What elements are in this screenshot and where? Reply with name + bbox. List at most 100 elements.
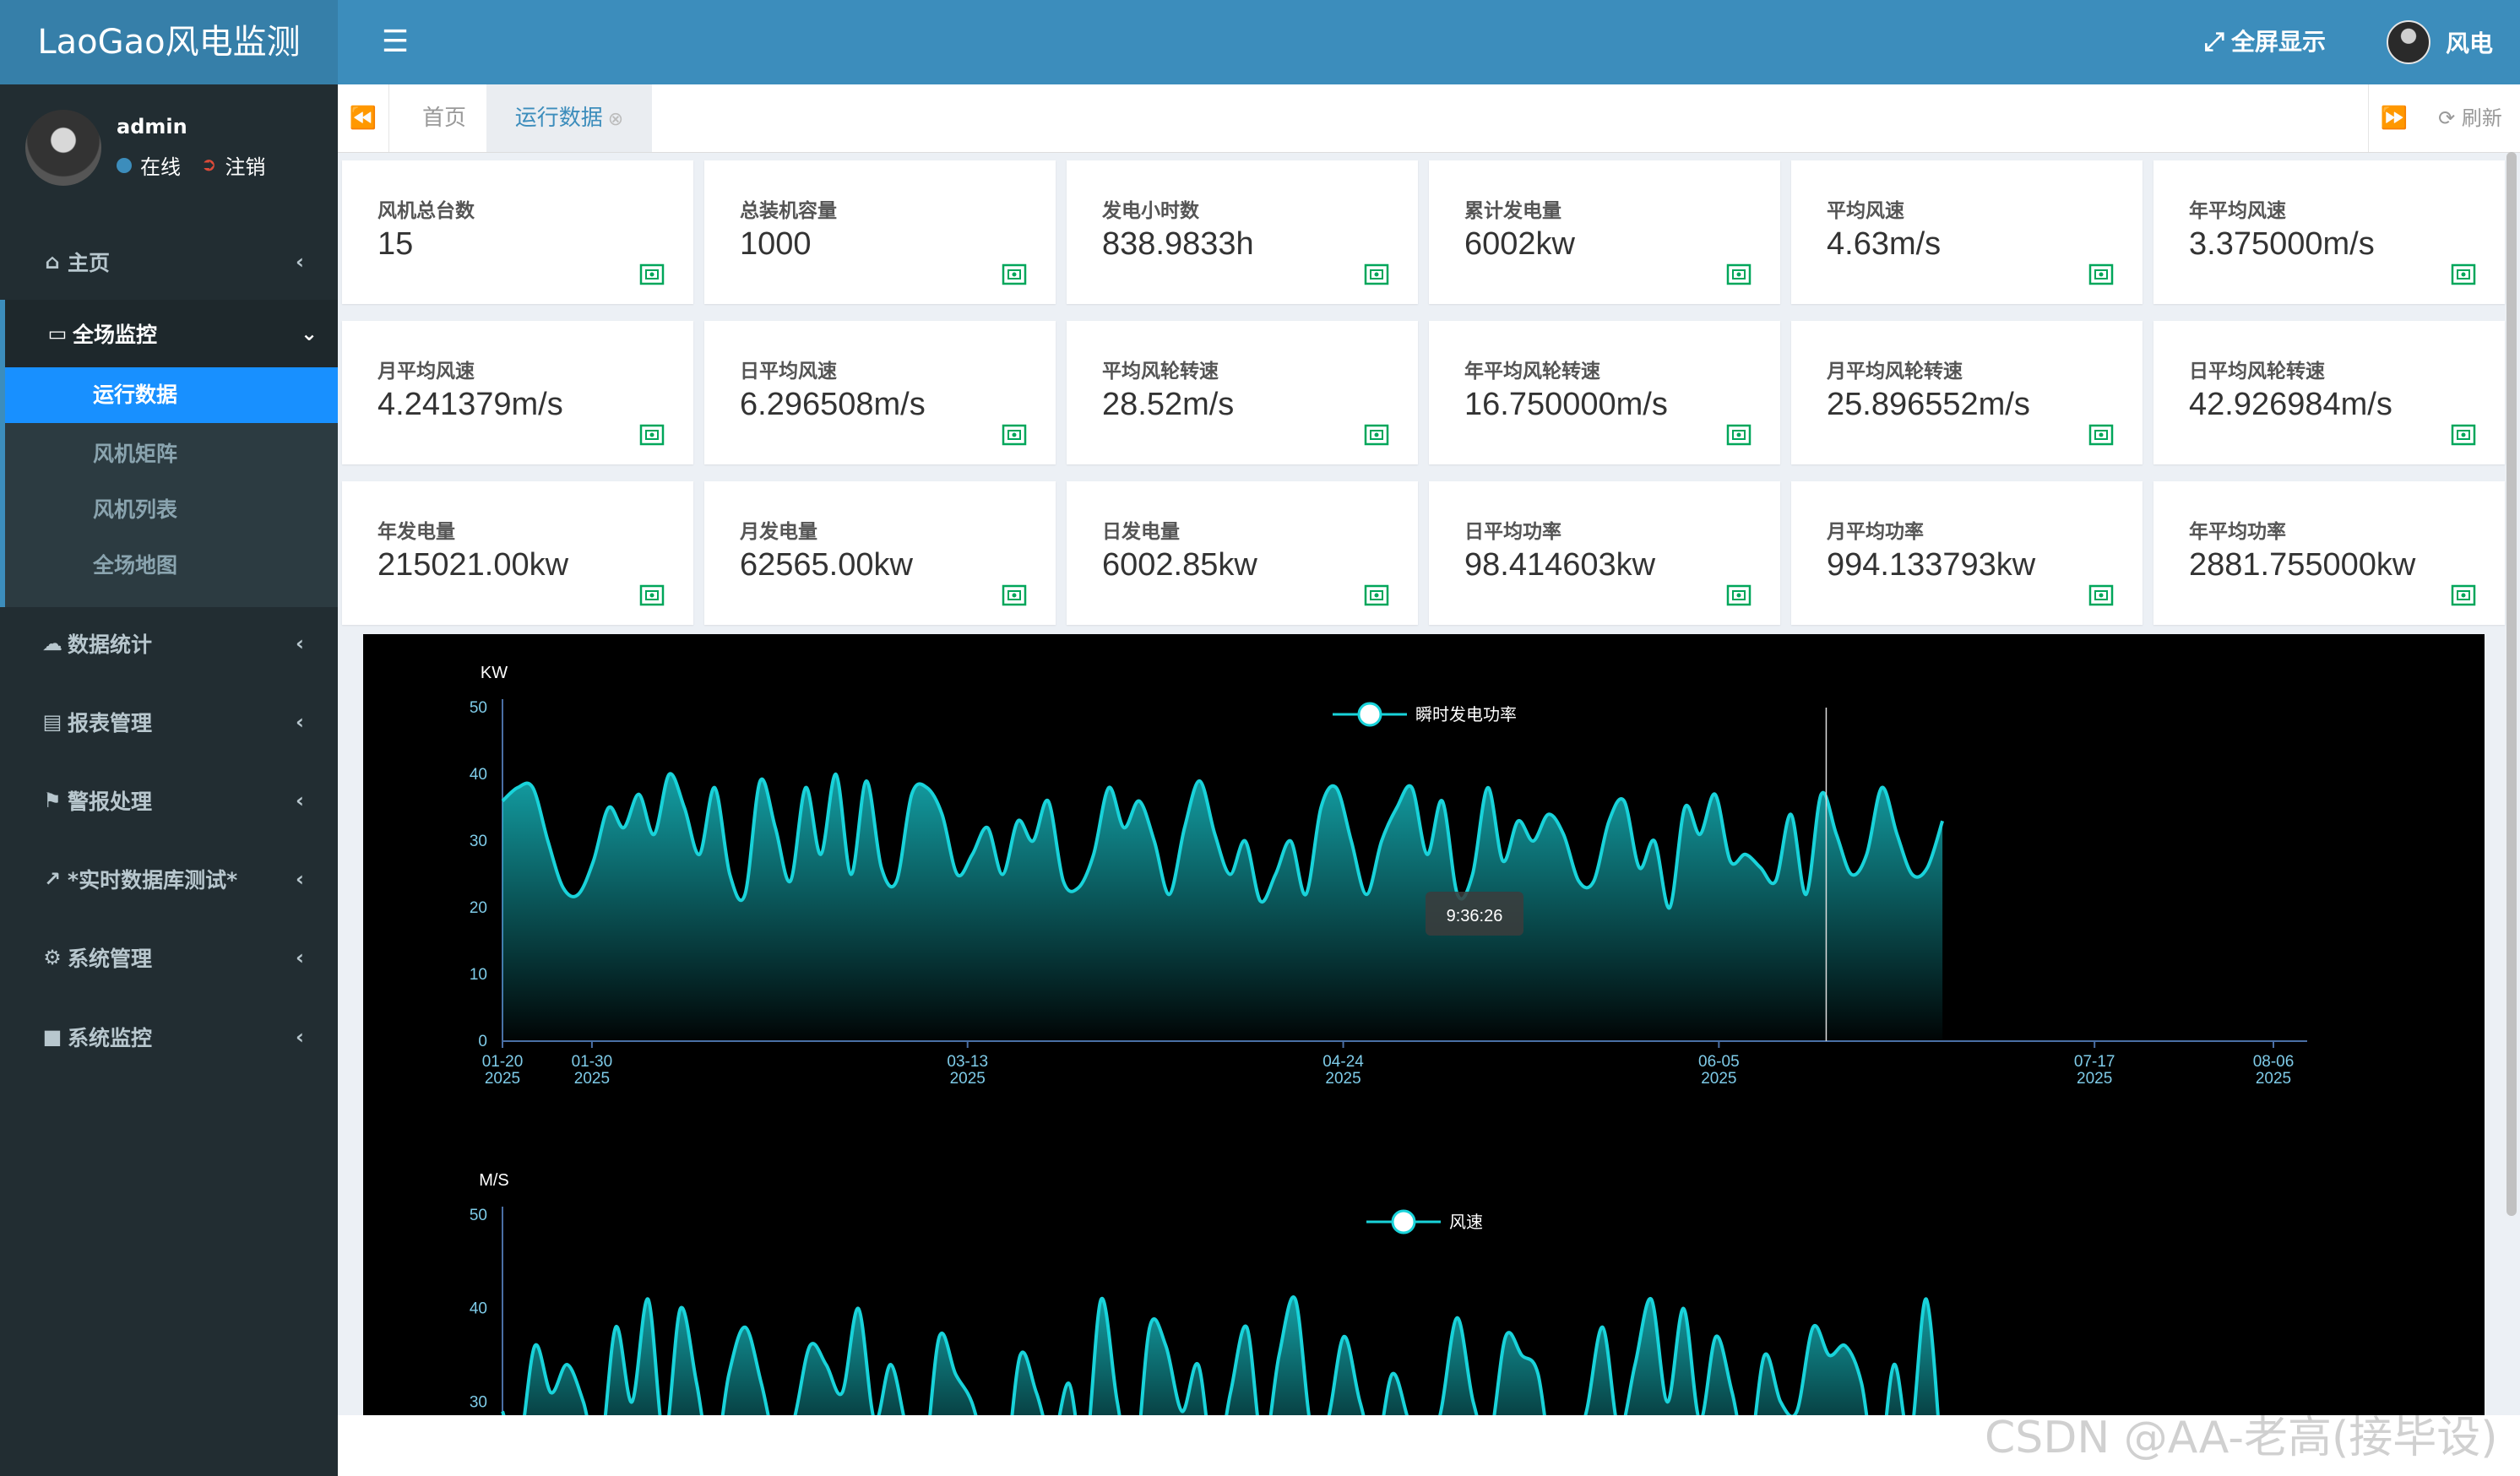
- sidebar-item-monitor[interactable]: ▭ 全场监控 ⌄: [0, 300, 338, 367]
- stat-card-value: 62565.00kw: [740, 547, 913, 583]
- image-icon: [1002, 263, 1027, 285]
- sidebar-item-alarms[interactable]: ⚑ 警报处理 ‹: [0, 767, 338, 834]
- x-tick-label: 2025: [485, 1070, 520, 1088]
- y-tick-label: 20: [470, 899, 487, 917]
- x-tick-label: 2025: [1701, 1070, 1736, 1088]
- stat-card-value: 838.9833h: [1102, 226, 1254, 262]
- stat-card-value: 42.926984m/s: [2189, 387, 2392, 422]
- page-scrollbar[interactable]: [2506, 152, 2517, 1216]
- sidebar-item-system-monitor[interactable]: ■ 系统监控 ‹: [0, 1003, 338, 1071]
- x-tick-label: 01-30: [572, 1053, 613, 1071]
- y-tick-label: 10: [470, 966, 487, 984]
- tab-run-data[interactable]: 运行数据 ⊗: [486, 84, 652, 152]
- image-icon: [1726, 263, 1752, 285]
- stat-card-label: 月平均功率: [1827, 521, 1924, 543]
- user-menu[interactable]: 风电: [2387, 20, 2493, 64]
- stat-card-label: 发电小时数: [1102, 200, 1199, 222]
- submenu-item-site-map[interactable]: 全场地图: [93, 553, 178, 578]
- stat-card: 月平均风速 4.241379m/s: [342, 321, 693, 464]
- tabs-bar: ⏪ 首页 运行数据 ⊗ ⏩ ⟳ 刷新: [338, 84, 2520, 153]
- x-tick-label: 2025: [2256, 1070, 2291, 1088]
- stat-card-label: 月平均风速: [377, 361, 475, 383]
- sidebar-toggle-icon[interactable]: ☰: [381, 24, 410, 59]
- bell-icon: ⚑: [43, 789, 62, 812]
- x-tick-label: 03-13: [947, 1053, 988, 1071]
- logout-link[interactable]: 注销: [225, 155, 266, 179]
- stat-card: 月发电量 62565.00kw: [704, 481, 1056, 625]
- stat-card: 平均风速 4.63m/s: [1791, 160, 2143, 304]
- stat-card-value: 994.133793kw: [1827, 547, 2036, 583]
- image-icon: [1726, 584, 1752, 606]
- refresh-button[interactable]: ⟳ 刷新: [2420, 84, 2520, 152]
- series-line: [501, 1295, 1940, 1415]
- stat-card: 年平均功率 2881.755000kw: [2153, 481, 2505, 625]
- stat-card-label: 年平均功率: [2189, 521, 2286, 543]
- sidebar-item-label: 数据统计: [68, 632, 153, 657]
- user-name: admin: [117, 115, 187, 138]
- sidebar-item-system[interactable]: ⚙ 系统管理 ‹: [0, 924, 338, 991]
- footer: [338, 1415, 2520, 1476]
- chevron-left-icon: ‹: [296, 632, 304, 655]
- stat-card-value: 4.241379m/s: [377, 387, 563, 422]
- cloud-icon: ☁: [42, 632, 62, 655]
- stat-card-label: 日平均功率: [1464, 521, 1561, 543]
- stat-card: 年平均风速 3.375000m/s: [2153, 160, 2505, 304]
- image-icon: [2451, 263, 2476, 285]
- stat-card: 日发电量 6002.85kw: [1067, 481, 1418, 625]
- tab-run-data-label: 运行数据: [514, 106, 603, 131]
- series-area: [502, 773, 1943, 1041]
- stat-card-label: 日发电量: [1102, 521, 1180, 543]
- image-icon: [2088, 263, 2114, 285]
- submenu-item-turbine-list[interactable]: 风机列表: [93, 497, 178, 522]
- stat-card: 年发电量 215021.00kw: [342, 481, 693, 625]
- submenu-item-run-data[interactable]: 运行数据: [5, 367, 338, 423]
- app-logo[interactable]: LaoGao风电监测: [0, 0, 338, 84]
- stat-card-label: 风机总台数: [377, 200, 475, 222]
- image-icon: [639, 584, 665, 606]
- chevron-left-icon: ‹: [296, 867, 304, 891]
- tab-home[interactable]: 首页: [421, 106, 466, 131]
- app-title: LaoGao风电监测: [37, 23, 301, 62]
- stat-card-label: 月发电量: [740, 521, 817, 543]
- sidebar-item-reports[interactable]: ▤ 报表管理 ‹: [0, 688, 338, 756]
- y-tick-label: 40: [470, 1300, 487, 1318]
- x-tick-label: 2025: [950, 1070, 986, 1088]
- sidebar-item-realtime-db[interactable]: ↗ *实时数据库测试* ‹: [0, 845, 338, 913]
- tab-scroll-right-icon[interactable]: ⏩: [2368, 84, 2420, 152]
- monitor-icon: ▭: [47, 322, 68, 345]
- stat-card-label: 年发电量: [377, 521, 455, 543]
- gear-icon: ⚙: [43, 946, 62, 969]
- y-tick-label: 50: [470, 1207, 487, 1224]
- y-tick-label: 30: [470, 833, 487, 850]
- tooltip-text: 9:36:26: [1447, 907, 1503, 925]
- tab-scroll-left-icon[interactable]: ⏪: [338, 84, 389, 152]
- tooltip-box: [1426, 892, 1523, 936]
- sidebar-item-label: 主页: [68, 251, 111, 275]
- image-icon: [2451, 424, 2476, 446]
- stat-card-value: 25.896552m/s: [1827, 387, 2030, 422]
- stat-card-label: 总装机容量: [740, 200, 837, 222]
- stat-card-label: 年平均风轮转速: [1464, 361, 1600, 383]
- legend-marker: [1391, 1209, 1416, 1235]
- y-tick-label: 30: [470, 1393, 487, 1411]
- user-status: 在线 ➲ 注销: [117, 150, 265, 180]
- fullscreen-label: 全屏显示: [2231, 28, 2327, 56]
- chevron-left-icon: ‹: [296, 1025, 304, 1049]
- sidebar-item-home[interactable]: ⌂ 主页 ‹: [0, 228, 338, 296]
- logout-icon[interactable]: ➲: [201, 155, 217, 176]
- sidebar-item-statistics[interactable]: ☁ 数据统计 ‹: [0, 610, 338, 677]
- legend-label: 瞬时发电功率: [1415, 704, 1517, 724]
- line-chart-icon: ↗: [43, 867, 62, 891]
- stat-card-value: 16.750000m/s: [1464, 387, 1668, 422]
- close-tab-icon[interactable]: ⊗: [607, 109, 624, 130]
- submenu-item-turbine-matrix[interactable]: 风机矩阵: [93, 442, 178, 466]
- online-status-label: 在线: [140, 155, 181, 179]
- image-icon: [2088, 584, 2114, 606]
- video-camera-icon: ■: [42, 1025, 62, 1049]
- fullscreen-button[interactable]: ⤢ 全屏显示: [2204, 25, 2326, 59]
- watermark: CSDN @AA-老高(接毕设): [1985, 1413, 2498, 1463]
- online-dot-icon: [117, 157, 132, 173]
- stat-card-value: 215021.00kw: [377, 547, 569, 583]
- sidebar-item-label: 报表管理: [68, 711, 153, 735]
